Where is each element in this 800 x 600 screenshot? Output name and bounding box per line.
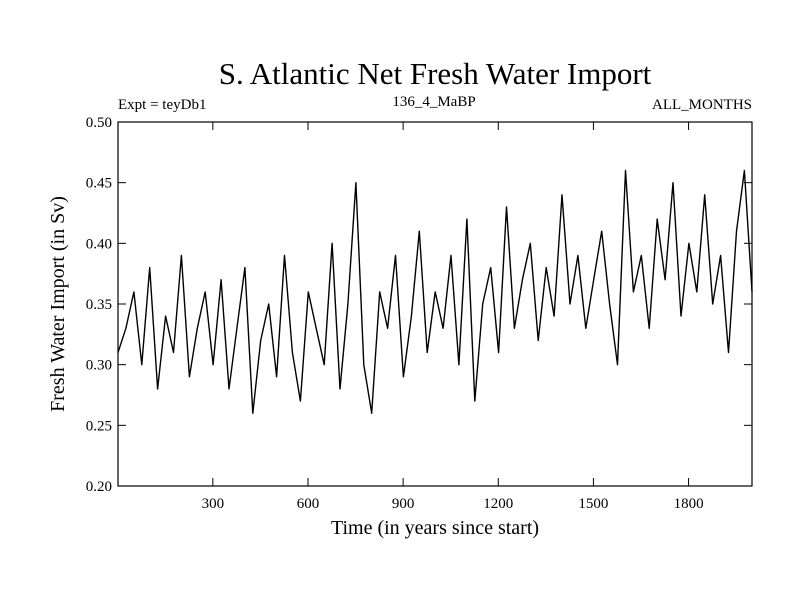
y-tick-label: 0.25 [86, 418, 112, 434]
x-axis-ticks: 300 600 900 1200 1500 1800 [202, 122, 704, 512]
x-tick-label: 1500 [578, 496, 608, 512]
x-tick-label: 1200 [483, 496, 513, 512]
y-tick-label: 0.40 [86, 236, 112, 252]
experiment-label: Expt = teyDb1 [118, 97, 206, 113]
y-tick-label: 0.35 [86, 297, 112, 313]
period-label: 136_4_MaBP [392, 94, 475, 110]
x-axis-label: Time (in years since start) [331, 517, 539, 539]
y-tick-label: 0.50 [86, 115, 112, 131]
y-axis-label: Fresh Water Import (in Sv) [47, 196, 69, 412]
series-line-0 [117, 169, 753, 414]
x-tick-label: 600 [297, 496, 320, 512]
y-tick-label: 0.30 [86, 358, 112, 374]
months-label: ALL_MONTHS [652, 97, 752, 113]
x-tick-label: 300 [202, 496, 225, 512]
y-tick-label: 0.45 [86, 176, 112, 192]
y-axis-ticks: 0.20 0.25 0.30 0.35 0.40 0.45 0.50 [86, 115, 752, 495]
x-tick-label: 900 [392, 496, 415, 512]
y-tick-label: 0.20 [86, 479, 112, 495]
series-layer [117, 169, 753, 414]
chart-title: S. Atlantic Net Fresh Water Import [219, 56, 652, 91]
x-tick-label: 1800 [674, 496, 704, 512]
plot-frame [117, 121, 753, 487]
